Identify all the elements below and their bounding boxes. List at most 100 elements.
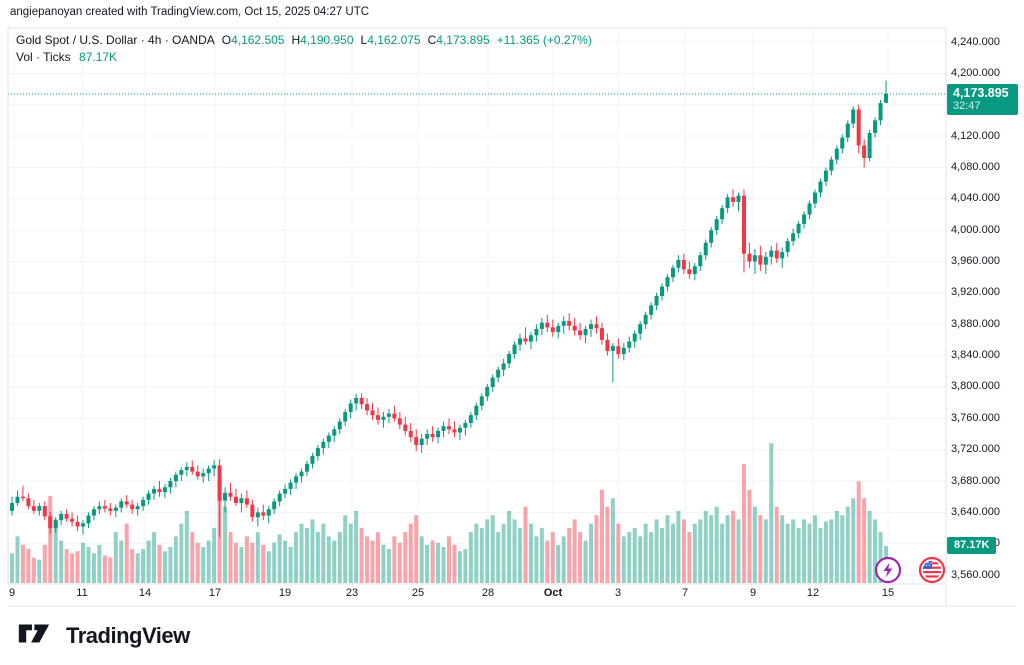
ohlc-value: 4,190.950	[300, 33, 354, 47]
candle-body	[414, 437, 419, 445]
candle-body	[845, 123, 850, 138]
candle-body	[643, 314, 648, 325]
candle-body	[741, 195, 746, 254]
candle-body	[146, 493, 151, 500]
volume-bar	[365, 536, 370, 583]
symbol-row: Gold Spot / U.S. Dollar · 4h · OANDA O 4,1…	[16, 33, 592, 47]
candle-body	[862, 145, 867, 159]
candle-body	[212, 465, 217, 469]
ohlc-label: H	[291, 33, 301, 47]
candle-body	[561, 321, 566, 326]
volume-bar	[561, 536, 566, 583]
candle-body	[867, 132, 872, 159]
volume-bar	[632, 527, 637, 583]
candle-body	[326, 435, 331, 442]
volume-bar	[878, 532, 883, 583]
volume-bar	[239, 546, 244, 583]
volume-bar	[676, 510, 681, 583]
candle-body	[397, 418, 402, 425]
candle-body	[354, 397, 359, 404]
candle-body	[501, 363, 506, 370]
volume-bar	[643, 523, 648, 583]
us-flag-event-icon[interactable]	[918, 556, 946, 584]
candle-body	[250, 504, 255, 518]
volume-bar	[201, 546, 206, 583]
candle-body	[479, 396, 484, 406]
lightning-bolt-glyph	[883, 562, 893, 578]
candle-body	[665, 277, 670, 287]
volume-bar	[64, 549, 69, 583]
volume-bar	[774, 506, 779, 583]
volume-bar	[146, 540, 151, 583]
candle-body	[10, 502, 14, 511]
volume-bar	[190, 532, 195, 583]
volume-bar	[86, 546, 91, 583]
volume-bar	[687, 532, 692, 583]
volume-value: 87.17K	[79, 50, 118, 64]
volume-bar	[681, 519, 686, 583]
candle-body	[572, 325, 577, 331]
candle-body	[599, 328, 604, 340]
candle-body	[851, 109, 856, 124]
volume-bar	[10, 553, 14, 583]
volume-bar	[288, 546, 293, 583]
volume-bar	[845, 506, 850, 583]
volume-bar	[812, 515, 817, 583]
volume-bar	[780, 515, 785, 583]
volume-bar	[168, 546, 173, 583]
volume-bar	[512, 519, 517, 583]
candle-body	[692, 266, 697, 275]
candle-body	[528, 335, 533, 342]
volume-bar	[649, 532, 654, 583]
volume-bar	[457, 551, 462, 583]
volume-bar	[75, 551, 80, 583]
volume-bar	[856, 481, 861, 583]
candle-body	[725, 197, 730, 209]
volume-bar	[468, 532, 473, 583]
candle-body	[195, 471, 200, 477]
candle-body	[430, 434, 435, 438]
candle-body	[578, 330, 583, 336]
volume-bar	[386, 549, 391, 583]
volume-bar	[91, 553, 96, 583]
candle-body	[823, 170, 828, 182]
volume-bar	[736, 519, 741, 583]
volume-bar	[179, 523, 184, 583]
candle-body	[37, 506, 42, 511]
volume-bar	[337, 532, 342, 583]
ohlc-label: O	[221, 33, 232, 47]
candle-body	[687, 269, 692, 275]
candle-body	[632, 333, 637, 342]
candle-body	[272, 501, 277, 510]
candle-body	[135, 506, 140, 510]
candle-body	[605, 339, 610, 351]
candle-body	[392, 413, 397, 419]
volume-bar	[621, 536, 626, 583]
volume-bar	[206, 540, 211, 583]
candle-body	[703, 242, 708, 256]
candle-body	[736, 195, 741, 202]
volume-bar	[834, 510, 839, 583]
symbol-title[interactable]: Gold Spot / U.S. Dollar · 4h · OANDA	[16, 33, 215, 47]
volume-bar	[567, 527, 572, 583]
candle-body	[720, 208, 725, 220]
lightning-event-icon[interactable]	[874, 556, 902, 584]
volume-bar	[184, 510, 189, 583]
volume-bar	[37, 559, 42, 583]
candle-body	[20, 496, 25, 499]
tradingview-logo[interactable]: TradingView	[18, 622, 190, 650]
candle-body	[255, 512, 260, 518]
volume-row: Vol · Ticks 87.17K	[16, 50, 592, 64]
volume-bar	[528, 523, 533, 583]
volume-label: Vol · Ticks	[16, 50, 71, 64]
volume-bar	[791, 519, 796, 583]
candle-body	[518, 338, 523, 345]
volume-bar	[26, 549, 31, 583]
volume-bar	[195, 542, 200, 583]
volume-bar	[752, 506, 757, 583]
volume-bar	[299, 523, 304, 583]
candle-body	[507, 354, 512, 364]
volume-bar	[70, 553, 75, 583]
candle-body	[490, 377, 495, 387]
